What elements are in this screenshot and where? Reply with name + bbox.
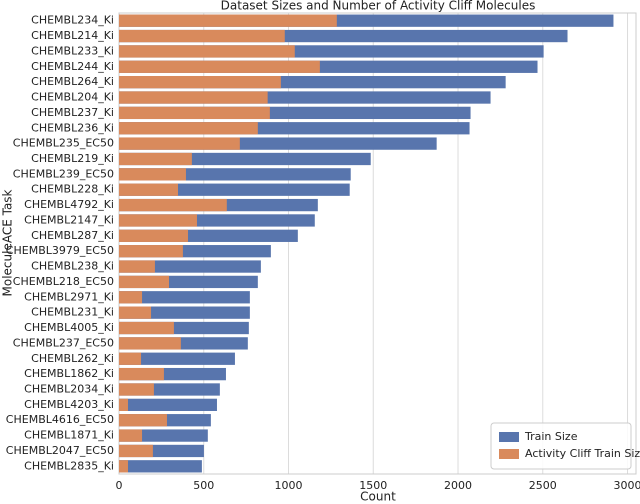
bar <box>119 214 197 227</box>
bar <box>119 414 167 427</box>
y-tick-label: CHEMBL2047_EC50 <box>6 444 114 457</box>
bar <box>119 460 202 473</box>
bar <box>119 291 250 304</box>
y-tick-label: CHEMBL4005_Ki <box>24 321 114 334</box>
bar <box>119 398 128 411</box>
y-tick-label: CHEMBL1871_Ki <box>24 429 114 442</box>
legend-label: Activity Cliff Train Size <box>525 447 640 460</box>
bar <box>119 275 170 289</box>
plot-frame <box>118 12 637 475</box>
x-tick-label: 2500 <box>529 479 557 492</box>
y-tick-label: CHEMBL2034_Ki <box>24 382 114 395</box>
bar <box>119 183 178 196</box>
bar <box>119 337 181 350</box>
legend-swatch <box>499 432 519 442</box>
bar <box>119 198 227 212</box>
bar <box>119 291 143 304</box>
x-tick-label: 0 <box>116 479 123 492</box>
bar <box>119 76 281 89</box>
bar <box>119 398 217 411</box>
bar <box>119 429 143 442</box>
legend-box <box>490 422 632 470</box>
x-axis-label: Count <box>360 490 396 504</box>
chart-title: Dataset Sizes and Number of Activity Cli… <box>221 0 536 13</box>
y-tick-label: CHEMBL4792_Ki <box>24 198 114 211</box>
bar <box>119 229 188 242</box>
y-tick-label: CHEMBL214_Ki <box>31 29 114 42</box>
bar <box>119 352 235 365</box>
bar <box>119 29 285 43</box>
y-tick-label: CHEMBL219_Ki <box>31 152 114 165</box>
y-tick-label: CHEMBL231_Ki <box>31 306 114 319</box>
bar <box>119 168 186 181</box>
bar <box>119 321 174 335</box>
x-tick-label: 3000 <box>614 479 640 492</box>
y-tick-label: CHEMBL3979_EC50 <box>6 244 114 257</box>
y-tick-label: CHEMBL228_Ki <box>31 183 114 196</box>
bar <box>119 152 192 166</box>
x-tick-label: 500 <box>193 479 214 492</box>
bar <box>119 306 250 319</box>
y-tick-label: CHEMBL244_Ki <box>31 60 114 73</box>
y-tick-label: CHEMBL4616_EC50 <box>6 413 114 426</box>
y-tick-label: CHEMBL4203_Ki <box>24 398 114 411</box>
bar <box>119 14 337 27</box>
bar <box>119 460 128 473</box>
y-tick-label: CHEMBL237_Ki <box>31 106 114 119</box>
bar <box>119 367 164 381</box>
bar <box>119 352 142 365</box>
y-tick-label: CHEMBL236_Ki <box>31 121 114 134</box>
y-tick-label: CHEMBL2147_Ki <box>24 213 114 226</box>
y-tick-label: CHEMBL287_Ki <box>31 229 114 242</box>
y-tick-label: CHEMBL204_Ki <box>31 91 114 104</box>
bar <box>119 383 154 396</box>
y-tick-label: CHEMBL2835_Ki <box>24 459 114 472</box>
y-tick-label: CHEMBL234_Ki <box>31 14 114 27</box>
y-tick-label: CHEMBL233_Ki <box>31 44 114 57</box>
legend-swatch <box>499 449 519 459</box>
x-tick-label: 1000 <box>275 479 303 492</box>
y-tick-label: CHEMBL2971_Ki <box>24 290 114 303</box>
bar <box>119 106 270 120</box>
bar <box>119 60 320 73</box>
y-tick-label: CHEMBL1862_Ki <box>24 367 114 380</box>
y-tick-label: CHEMBL239_EC50 <box>13 167 114 180</box>
bar <box>119 45 295 58</box>
y-tick-label: CHEMBL262_Ki <box>31 352 114 365</box>
y-tick-label: CHEMBL235_EC50 <box>13 137 114 150</box>
bar <box>119 137 240 150</box>
bar <box>119 245 183 258</box>
y-tick-label: CHEMBL264_Ki <box>31 75 114 88</box>
y-tick-label: CHEMBL238_Ki <box>31 260 114 273</box>
bar <box>119 260 155 273</box>
x-tick-label: 1500 <box>359 479 387 492</box>
bar <box>119 306 152 319</box>
y-tick-label: CHEMBL218_EC50 <box>13 275 114 288</box>
x-tick-label: 2000 <box>444 479 472 492</box>
bar <box>119 122 258 135</box>
y-tick-label: CHEMBL237_EC50 <box>13 336 114 349</box>
y-axis-label: MoleculeACE Task <box>1 189 15 296</box>
bar <box>119 91 268 104</box>
bar <box>119 444 153 458</box>
legend-label: Train Size <box>524 430 578 443</box>
